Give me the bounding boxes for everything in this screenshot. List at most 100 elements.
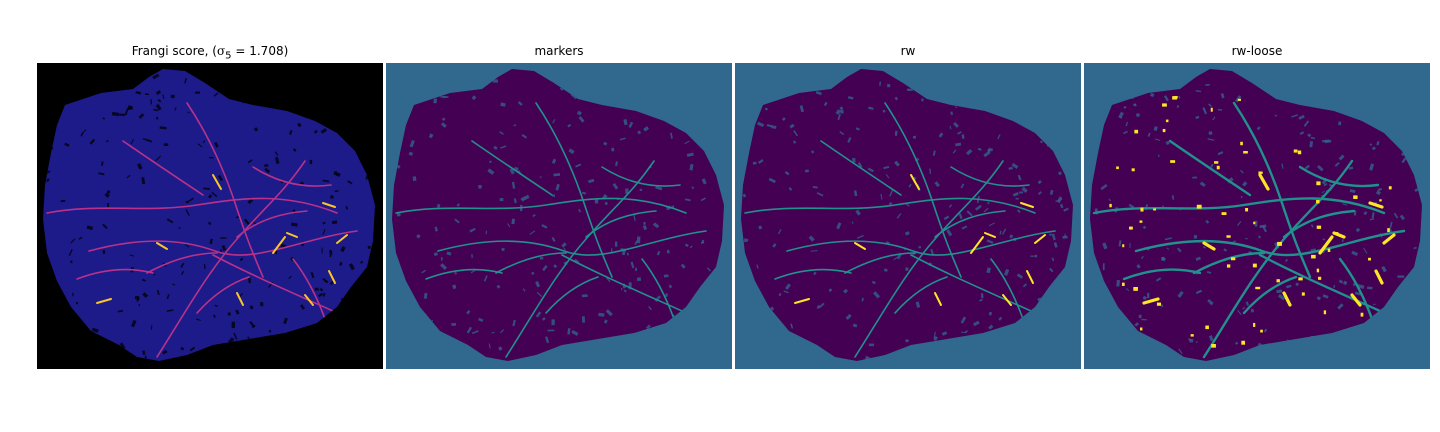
vessel-trace [585, 210, 657, 238]
vessel-trace [601, 166, 681, 187]
segmented-blob [1174, 96, 1178, 99]
frangi-title-sigma: σ [216, 44, 226, 58]
vessel-highlight [1282, 291, 1292, 307]
vessel-trace [437, 230, 707, 256]
vessel-highlight [236, 292, 244, 306]
vessel-trace [744, 197, 1036, 214]
segmented-blob [1276, 279, 1280, 283]
segmented-blob [1156, 302, 1162, 306]
segmented-blob [1311, 254, 1316, 259]
vessel-trace [990, 258, 1024, 320]
segmented-blob [1162, 128, 1166, 133]
vessel-highlight [1374, 269, 1384, 285]
markers-image [386, 63, 732, 369]
segmented-blob [1162, 103, 1167, 107]
segmented-blob [1255, 286, 1261, 290]
segmented-blob [1109, 203, 1112, 208]
segmented-blob [1205, 325, 1209, 330]
vessel-trace [1122, 268, 1202, 281]
tissue-region [741, 69, 1073, 361]
segmented-blob [1241, 340, 1246, 345]
segmented-blob [1121, 282, 1125, 286]
segmented-blob [1297, 150, 1302, 155]
rw-title: rw [900, 44, 916, 58]
vessel-trace [1134, 229, 1406, 257]
segmented-blob [1387, 228, 1390, 233]
vessel-trace [88, 230, 358, 256]
vessel-trace [196, 276, 250, 314]
vessel-highlight [272, 236, 286, 254]
vessel-highlight [304, 294, 314, 306]
segmented-blob [1190, 334, 1194, 337]
vessel-highlight [286, 232, 298, 238]
segmented-blob [1301, 292, 1305, 296]
segmented-blob [1170, 160, 1176, 163]
rw-loose-image [1084, 63, 1430, 369]
tissue-region [392, 69, 724, 361]
segmented-blob [1237, 98, 1241, 101]
vessel-trace [186, 102, 264, 278]
segmented-blob [1243, 151, 1248, 154]
segmented-blob [1253, 322, 1256, 327]
frangi-title-suffix: = 1.708) [231, 44, 289, 58]
vessel-trace [1298, 165, 1380, 188]
vessel-trace [146, 252, 218, 274]
vessel-highlight [322, 202, 336, 208]
vessel-trace [1338, 257, 1374, 321]
segmented-blob [1140, 207, 1144, 212]
segmented-blob [1196, 204, 1202, 209]
segmented-blob [1327, 248, 1331, 252]
segmented-blob [1316, 200, 1320, 204]
segmented-blob [1252, 263, 1257, 268]
vessel-trace [934, 210, 1006, 238]
vessel-highlight [1142, 297, 1160, 305]
segmented-blob [1139, 327, 1143, 331]
vessel-highlight [1034, 234, 1046, 244]
vessel-trace [495, 252, 567, 274]
vessel-trace [46, 197, 338, 214]
vessel-trace [76, 268, 154, 280]
segmented-blob [1316, 225, 1322, 229]
vessel-trace [774, 268, 852, 280]
vessel-highlight [910, 174, 920, 190]
vessel-trace [844, 252, 916, 274]
segmented-blob [1253, 221, 1256, 225]
vessel-trace [471, 140, 553, 196]
vessel-highlight [336, 234, 348, 244]
segmented-blob [1316, 181, 1321, 186]
vessel-highlight [934, 292, 942, 306]
vessel-trace [854, 160, 1004, 358]
vessel-trace [236, 210, 308, 238]
segmented-blob [1277, 241, 1282, 246]
segmented-blob [1368, 257, 1371, 261]
segmented-blob [1230, 257, 1236, 261]
vessel-highlight [1026, 270, 1034, 284]
vessel-highlight [96, 298, 112, 304]
vessel-trace [1282, 209, 1356, 239]
segmented-blob [1258, 171, 1263, 174]
segmented-blob [1226, 264, 1231, 268]
vessel-trace [884, 102, 962, 278]
vessel-highlight [794, 298, 810, 304]
vessel-highlight [1002, 294, 1012, 306]
vessel-highlight [156, 242, 168, 250]
segmented-blob [1240, 141, 1243, 146]
segmented-blob [1316, 268, 1320, 273]
segmented-blob [1211, 343, 1216, 348]
vessel-highlight [970, 236, 984, 254]
vessel-highlight [212, 174, 222, 190]
vessel-trace [395, 197, 687, 214]
segmented-blob [1131, 168, 1135, 172]
segmented-blob [1323, 310, 1327, 315]
markers-title: markers [534, 44, 584, 58]
vessel-highlight [1368, 201, 1384, 209]
segmented-blob [1379, 199, 1382, 202]
vessel-trace [252, 166, 332, 187]
vessel-trace [894, 276, 948, 314]
frangi-title-subscript: 5 [225, 50, 232, 62]
segmented-blob [1318, 276, 1322, 280]
segmented-blob [1334, 232, 1339, 235]
segmented-blob [1214, 161, 1219, 164]
vessel-highlight [984, 232, 996, 238]
segmented-blob [1353, 195, 1358, 199]
